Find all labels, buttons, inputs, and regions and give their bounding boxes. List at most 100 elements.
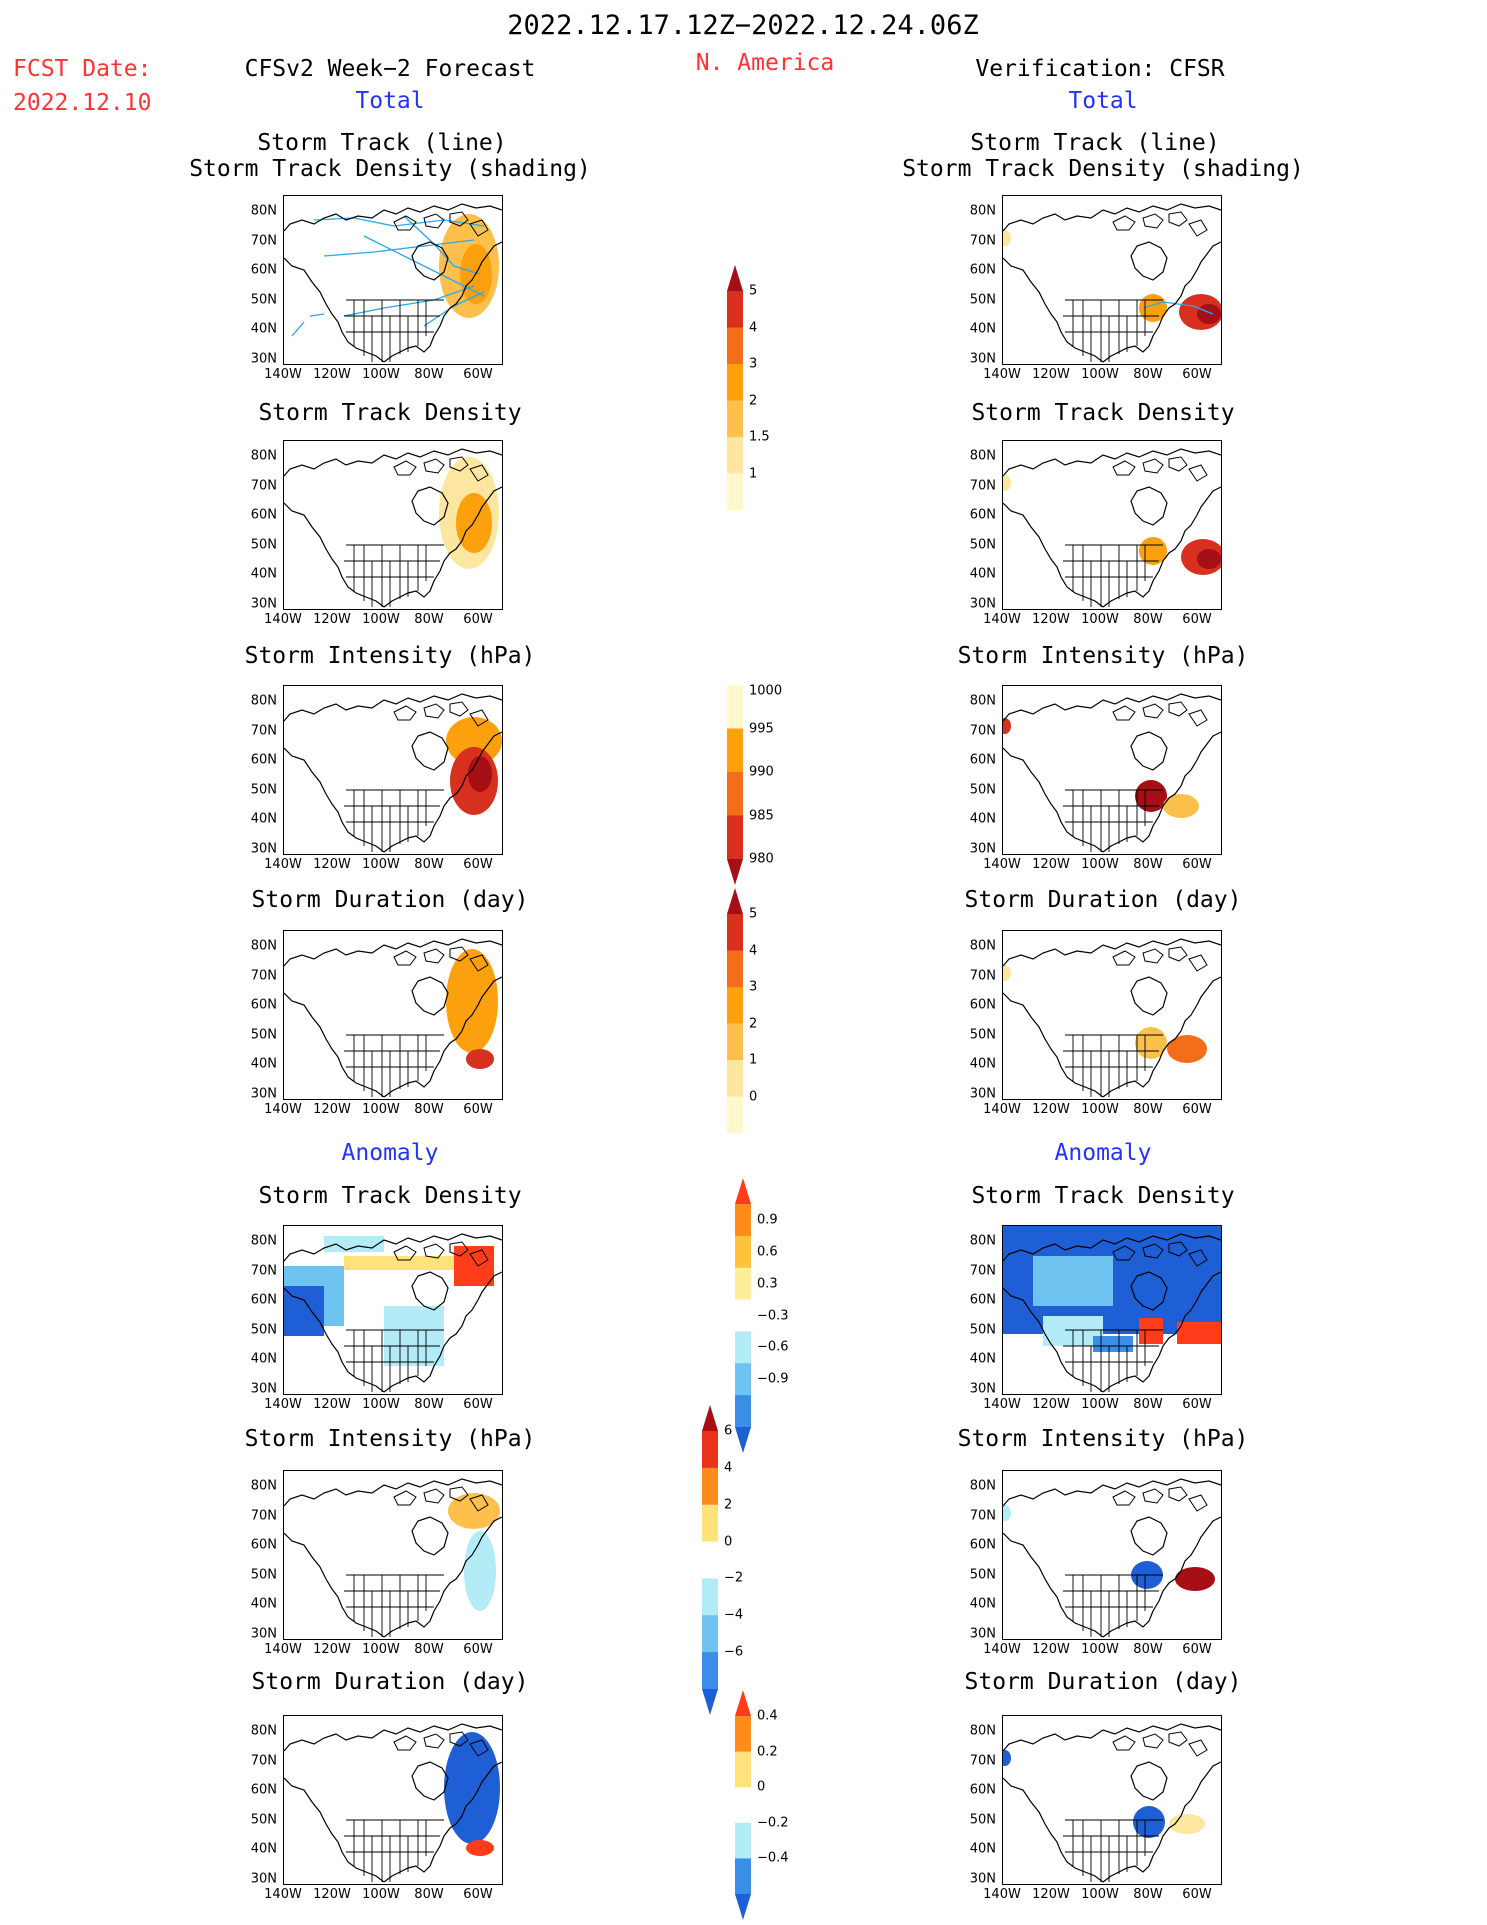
shading-region [1169, 1814, 1205, 1834]
colorbar-label: 2 [749, 1016, 758, 1031]
lat-tick-label: 40N [969, 321, 996, 337]
shading-region [1139, 537, 1167, 565]
map-outline [1130, 1761, 1168, 1801]
map-outline [393, 456, 489, 482]
lat-tick-label: 80N [969, 203, 996, 219]
lon-tick-label: 120W [1032, 1642, 1070, 1657]
section-total-left: Total [355, 88, 425, 114]
valid-period: 2022.12.17.12Z−2022.12.24.06Z [507, 10, 979, 41]
map-panel-anom-duration-verification: 80N 70N 60N 50N 40N 30N 140W 120W 100W 80W 60W [970, 1715, 1222, 1902]
lon-tick-label: 100W [1081, 1887, 1119, 1902]
lon-tick-label: 120W [313, 612, 351, 627]
lon-tick-label: 60W [1182, 1397, 1212, 1412]
lon-tick-label: 140W [983, 612, 1021, 627]
colorbar-label: 0 [757, 1779, 766, 1795]
lat-tick-label: 60N [250, 1782, 277, 1798]
map-outline [1003, 938, 1221, 1098]
lat-tick-label: 60N [250, 997, 277, 1013]
colorbar-swatch [727, 888, 743, 914]
map-outline [1003, 693, 1221, 853]
colorbar-swatch [735, 1299, 751, 1332]
lon-tick-label: 80W [1133, 1397, 1163, 1412]
map-frame [283, 1715, 503, 1885]
verification-title: Verification: CFSR [975, 56, 1225, 82]
lat-tick-label: 80N [250, 448, 277, 464]
lat-tick-label: 50N [969, 1027, 996, 1042]
shading-region [444, 1732, 500, 1844]
lon-tick-label: 100W [1081, 367, 1119, 382]
lat-tick-label: 70N [969, 1263, 996, 1278]
lat-tick-label: 30N [969, 1381, 996, 1396]
lon-tick-label: 100W [362, 1642, 400, 1657]
map-canvas [284, 203, 502, 363]
map-frame [283, 1470, 503, 1640]
section-anomaly-left: Anomaly [341, 1140, 439, 1166]
colorbar-label: 3 [749, 979, 758, 995]
lon-tick-label: 140W [264, 1887, 302, 1902]
lat-tick-label: 60N [250, 1292, 277, 1308]
map-canvas [284, 693, 502, 853]
colorbar-label: −0.4 [757, 1850, 789, 1866]
lat-tick-label: 30N [250, 351, 277, 366]
map-outline [344, 544, 444, 607]
map-panel-anom-density-verification: 80N 70N 60N 50N 40N 30N 140W 120W 100W 80W 60W [970, 1225, 1222, 1412]
lat-tick-label: 30N [969, 1626, 996, 1641]
lat-tick-label: 70N [969, 1753, 996, 1768]
lat-tick-label: 40N [250, 566, 277, 582]
shading-region [1167, 1035, 1207, 1063]
lat-tick-label: 40N [250, 1056, 277, 1072]
title-track-line-right: Storm Track (line) [970, 130, 1220, 156]
lat-tick-label: 80N [250, 1478, 277, 1494]
lon-tick-label: 140W [983, 1102, 1021, 1117]
lon-tick-label: 140W [983, 1397, 1021, 1412]
lat-tick-label: 30N [250, 1871, 277, 1886]
colorbar-label: 6 [724, 1423, 733, 1439]
colorbar-swatch [735, 1427, 751, 1453]
map-outline [1003, 1478, 1221, 1638]
colorbar-swatch [727, 1060, 743, 1097]
map-frame [1002, 440, 1222, 610]
colorbar-swatch [735, 1690, 751, 1716]
map-canvas [1003, 693, 1221, 853]
title-track-shading-right: Storm Track Density (shading) [902, 156, 1304, 182]
colorbar-label: 995 [749, 721, 774, 736]
storm-track-line [313, 217, 485, 227]
map-outline [411, 731, 449, 771]
lon-tick-label: 60W [463, 612, 493, 627]
region-label: N. America [695, 50, 835, 76]
colorbar-label: 4 [749, 320, 758, 335]
map-outline [411, 1516, 449, 1556]
map-outline [411, 1271, 449, 1311]
colorbar-swatch [735, 1395, 751, 1428]
colorbar-label: 1.5 [749, 429, 770, 445]
title-intensity-right: Storm Intensity (hPa) [957, 643, 1249, 669]
colorbar-swatch [727, 950, 743, 988]
lon-tick-label: 80W [414, 367, 444, 382]
storm-track-line [1142, 301, 1214, 315]
lat-tick-label: 40N [969, 811, 996, 827]
colorbar-label: 0 [749, 1089, 758, 1104]
lon-tick-label: 100W [362, 1102, 400, 1117]
map-outline [1112, 1241, 1208, 1267]
map-outline [1112, 1731, 1208, 1757]
map-outline [1063, 789, 1163, 852]
colorbar-swatch [735, 1178, 751, 1204]
lat-tick-label: 60N [969, 752, 996, 768]
map-outline [1130, 976, 1168, 1016]
title-density-left: Storm Track Density [258, 400, 522, 426]
shading-region [1197, 304, 1221, 324]
lat-tick-label: 50N [969, 1812, 996, 1827]
colorbar-label: 0 [724, 1534, 733, 1550]
lon-tick-label: 120W [1032, 1102, 1070, 1117]
map-outline [1063, 1034, 1163, 1097]
lat-tick-label: 80N [250, 1723, 277, 1739]
colorbar-label: 5 [749, 906, 758, 922]
map-frame [1002, 195, 1222, 365]
map-canvas [1003, 1723, 1221, 1883]
shading-region [1003, 965, 1011, 981]
lat-tick-label: 70N [969, 478, 996, 493]
lon-tick-label: 140W [264, 857, 302, 872]
map-outline [393, 1486, 489, 1512]
shading-region [468, 756, 492, 792]
colorbar-swatch [727, 400, 743, 438]
